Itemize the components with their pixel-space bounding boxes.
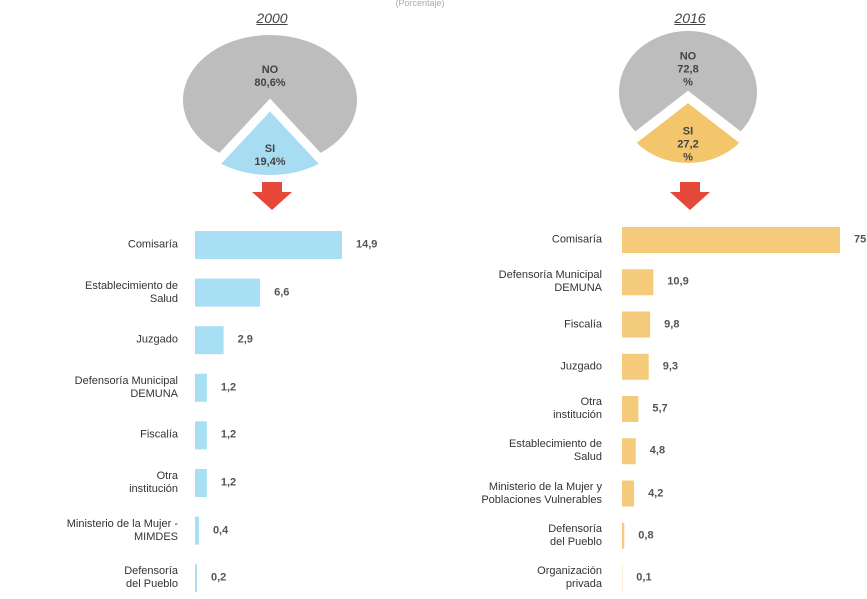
pie-slice [617,29,759,135]
category-label: Comisaría [127,238,178,251]
value-label: 0,8 [638,529,654,542]
bar [195,516,199,545]
category-label: Organización privada [537,565,602,590]
bar [622,227,840,253]
value-label: 2,9 [237,333,253,346]
category-label: Establecimiento de Salud [509,438,602,464]
value-label: 6,6 [274,286,290,299]
pie-title: 2016 [674,10,706,26]
bar [195,373,207,402]
slice-value: 72,8 % [677,63,699,89]
category-label: Otra institución [553,396,602,421]
subtitle: (Porcentaje) [395,0,445,8]
value-label: 4,8 [649,444,666,457]
bar [622,396,639,422]
category-label: Establecimiento de Salud [85,279,178,305]
bar [622,438,636,465]
slice-name: SI [264,143,276,156]
bar [195,278,261,307]
value-label: 1,2 [220,428,237,441]
category-label: Defensoría del Pueblo [124,565,178,591]
value-label: 0,1 [636,571,652,584]
slice-value: 80,6% [254,76,286,89]
category-label: Fiscalía [140,428,178,441]
bar [195,564,197,593]
slice-name: SI [682,125,694,138]
bar [622,522,625,549]
pie-label: NO 80,6% [254,64,285,90]
arrow [670,182,710,210]
value-label: 0,2 [210,571,227,584]
value-label: 14,9 [356,238,378,251]
slice-value: 27,2 % [677,138,699,164]
category-label: Ministerio de la Mujer y Poblaciones Vul… [481,480,602,506]
bar [622,353,649,380]
category-label: Defensoría del Pueblo [548,522,602,548]
bar [195,421,207,450]
bar [195,326,224,355]
pie-label: NO 72,8 % [677,51,698,90]
category-label: Otra institución [129,470,178,495]
bar [195,231,342,259]
pie-slice [633,100,743,165]
category-label: Defensoría Municipal DEMUNA [498,269,602,295]
arrow [252,182,292,210]
value-label: 9,3 [662,360,678,373]
value-label: 4,2 [648,487,664,499]
value-label: 1,2 [220,381,237,394]
bar [195,469,207,497]
slice-name: NO [679,50,697,63]
category-label: Fiscalía [564,318,602,330]
slice-value: 19,4% [254,156,286,169]
value-label: 75,9 [854,233,867,246]
value-label: 10,9 [667,275,689,288]
value-label: 0,4 [212,524,229,537]
category-label: Ministerio de la Mujer - MIMDES [66,517,178,543]
value-label: 9,8 [664,318,680,330]
pie-slice [181,33,359,156]
value-label: 5,7 [652,402,668,415]
pie-title: 2000 [256,10,288,26]
bar [622,311,651,338]
bar [622,480,635,507]
pie-slice [218,108,322,177]
pie-label: SI 27,2 % [677,126,698,165]
category-label: Juzgado [136,333,178,346]
bar [622,269,654,296]
pie-label: SI 19,4% [254,143,285,169]
category-label: Defensoría Municipal DEMUNA [74,374,178,400]
category-label: Juzgado [560,360,602,373]
category-label: Comisaría [551,233,602,246]
slice-name: NO [261,63,279,76]
value-label: 1,2 [220,476,237,489]
